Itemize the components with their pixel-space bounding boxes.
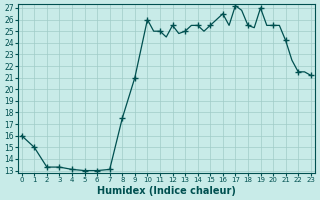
X-axis label: Humidex (Indice chaleur): Humidex (Indice chaleur) (97, 186, 236, 196)
